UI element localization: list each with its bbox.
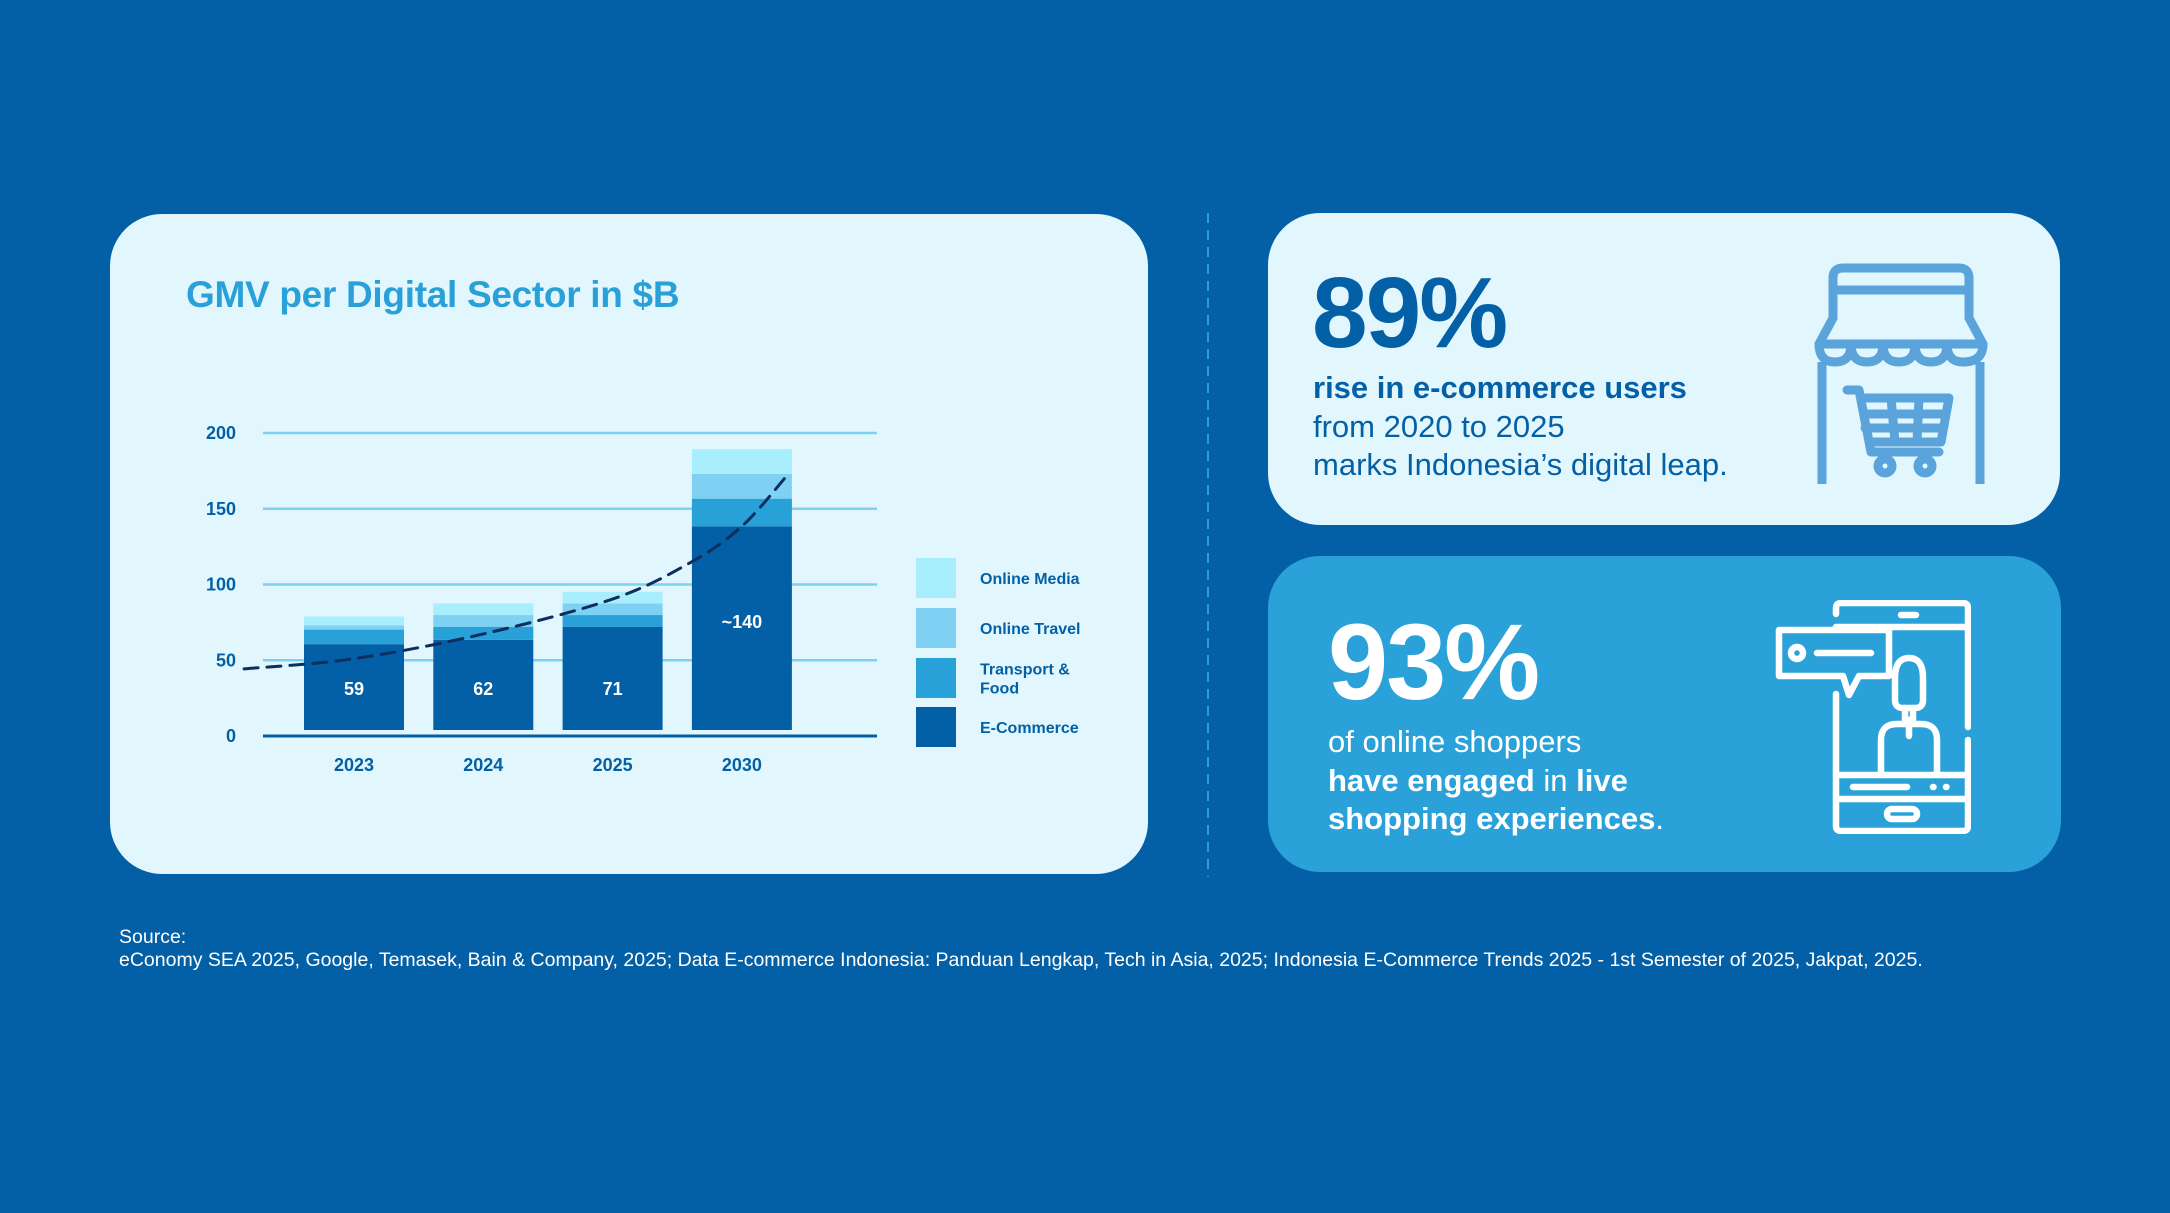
stat-text-line: have engaged in live [1328,762,1664,801]
stat-number: 89% [1312,257,1508,369]
trend-line-dashed [242,473,789,671]
x-tick-label: 2030 [722,755,762,775]
stat-text-segment: . [1655,801,1664,836]
bar-segment-e-commerce [433,639,534,730]
live-shopping-phone-icon [1775,600,1971,834]
stat-text-line: rise in e-commerce users [1313,369,1728,408]
stat-description: rise in e-commerce users from 2020 to 202… [1313,369,1728,485]
source-note: Source: eConomy SEA 2025, Google, Temase… [119,926,1923,972]
legend-label-line: E-Commerce [980,720,1079,737]
source-label: Source: [119,926,187,948]
stat-card-ecommerce-users: 89% rise in e-commerce users from 2020 to… [1268,213,2060,525]
legend-swatch [916,608,956,648]
y-tick-label: 50 [216,650,236,670]
stat-text-segment: from 2020 to 2025 [1313,408,1565,444]
bar-data-label: 59 [344,679,364,699]
x-tick-label: 2025 [593,755,633,775]
legend-swatch [916,658,956,698]
bar-data-label: 71 [603,679,623,699]
bar-segment-online-travel [433,615,534,627]
chart-card: GMV per Digital Sector in $B 0 50 100 150 20… [110,214,1148,874]
bar-segment-online-media [304,616,404,626]
bar-segment-online-travel [562,603,663,616]
bar-segment-transport-food [691,498,792,527]
legend-label-line: Online Media [980,571,1080,588]
legend-label: Online Travel [980,621,1080,638]
stat-text-segment: in [1534,762,1577,798]
x-tick-label: 2024 [463,755,503,775]
legend-label: E-Commerce [980,720,1079,737]
stat-text-line: from 2020 to 2025 [1313,408,1728,447]
y-tick-label: 200 [206,423,236,443]
stat-text-emphasis: live [1576,762,1628,798]
x-tick-label: 2023 [334,755,374,775]
stat-text-line: marks Indonesia’s digital leap. [1313,446,1728,485]
legend-label: Transport & Food [980,662,1070,698]
legend-label-line: Transport & [980,662,1070,679]
bar-data-label: ~140 [722,612,763,632]
stat-text-line: of online shoppers [1328,723,1664,762]
bar-segment-e-commerce [691,526,792,730]
legend-label-line: Food [980,681,1019,698]
bar-data-label: 62 [473,679,493,699]
stat-text-segment: marks Indonesia’s digital leap. [1313,447,1728,482]
stat-text-emphasis: shopping experiences [1328,801,1656,836]
bar-segment-online-media [433,603,534,616]
stat-text-emphasis: have engaged [1328,762,1535,798]
gmv-stacked-bar-chart: 0 50 100 150 200 59 2023 62 2024 71 2025 ~140 2030 On… [206,423,1081,775]
legend-swatch [916,707,956,747]
y-tick-label: 100 [206,575,236,595]
bar-segment-online-travel [304,625,404,630]
stat-text-emphasis: rise in e-commerce users [1313,370,1687,405]
bar-segment-transport-food [304,629,404,645]
bar-segment-e-commerce [562,626,663,730]
stat-text-line: shopping experiences. [1328,800,1664,839]
y-tick-label: 150 [206,499,236,519]
bar-segment-online-travel [691,473,792,499]
bar-segment-online-media [691,449,792,474]
storefront-cart-icon [1814,263,1988,484]
legend-label-line: Online Travel [980,621,1080,638]
legend-swatch [916,558,956,598]
stat-card-live-shopping: 93% of online shoppers have engaged in li… [1268,556,2061,872]
chart-title: GMV per Digital Sector in $B [186,274,680,315]
stat-text-segment: of online shoppers [1328,724,1582,759]
dashed-divider [1207,213,1209,877]
bar-segment-transport-food [562,615,663,627]
source-text: eConomy SEA 2025, Google, Temasek, Bain … [119,949,1923,971]
y-tick-label: 0 [226,726,236,746]
legend-label: Online Media [980,571,1080,588]
stat-description: of online shoppers have engaged in live sh… [1328,723,1664,839]
bar-segment-e-commerce [304,644,404,730]
stat-number: 93% [1328,601,1540,722]
